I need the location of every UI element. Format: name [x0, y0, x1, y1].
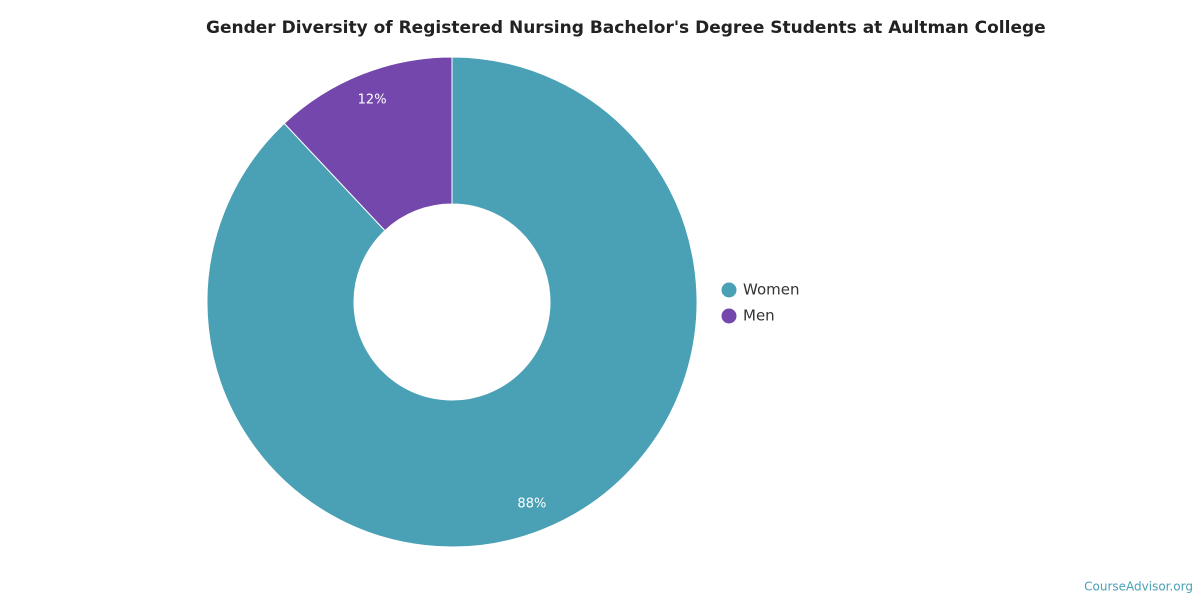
watermark: CourseAdvisor.org: [1084, 580, 1193, 594]
value-label: 88%: [517, 496, 546, 511]
legend-label: Women: [743, 281, 799, 299]
legend-label: Men: [743, 307, 775, 325]
legend-swatch: [721, 282, 737, 298]
donut-slice: [283, 56, 453, 232]
legend-swatch: [721, 308, 737, 324]
chart-title: Gender Diversity of Registered Nursing B…: [206, 18, 1046, 38]
value-label: 12%: [358, 93, 387, 108]
donut-slice: [206, 56, 698, 548]
